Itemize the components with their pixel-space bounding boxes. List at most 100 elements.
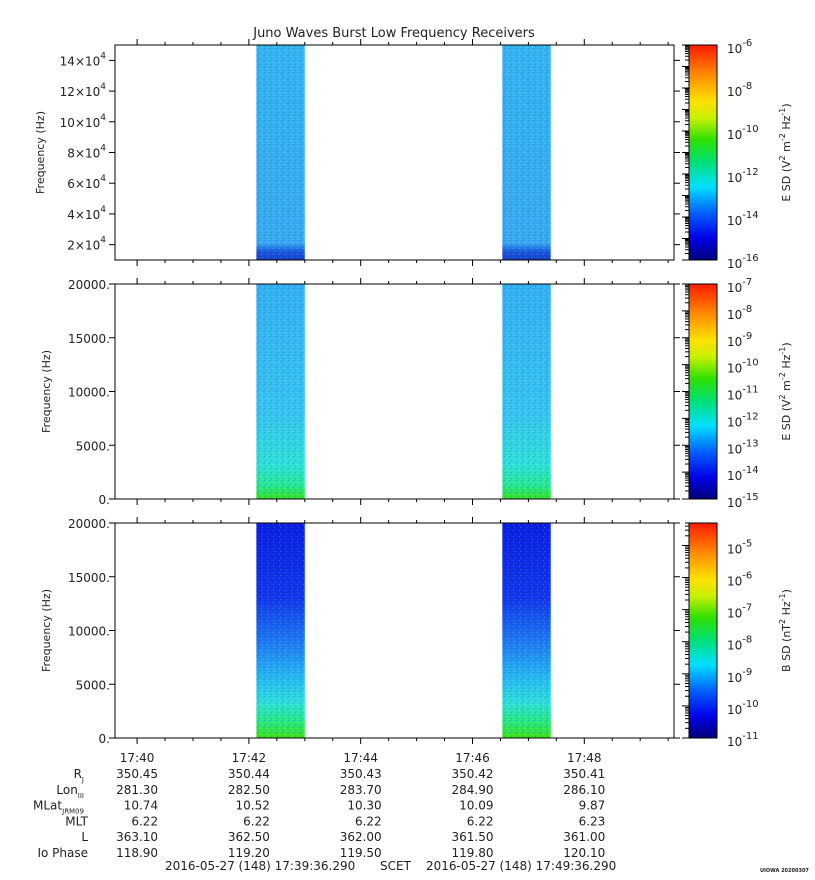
colorbar-tick-label: 10-10: [727, 699, 759, 717]
burst-texture-1-1: [256, 45, 305, 260]
ephemeris-value: 119.20: [228, 846, 270, 860]
y-tick-label: 2×104: [67, 236, 106, 253]
ephemeris-label: L: [81, 830, 88, 844]
colorbar-2: [688, 283, 718, 500]
y-tick-label: 5000.: [76, 439, 110, 453]
x-tick-label: 17:40: [120, 751, 155, 765]
colorbar-tick-label: 10-7: [727, 603, 752, 621]
ephemeris-value: 350.45: [116, 767, 158, 781]
burst-texture-3-1: [256, 523, 305, 738]
colorbar-tick-label: 10-11: [727, 385, 759, 403]
ephemeris-value: 282.50: [228, 783, 270, 797]
colorbar-tick-label: 10-15: [727, 492, 759, 510]
y-tick-label: 0.: [99, 493, 110, 507]
ephemeris-value: 6.22: [243, 814, 270, 828]
ephemeris-value: 361.00: [563, 830, 605, 844]
panel-frame-1: [114, 44, 675, 261]
x-tick-label: 17:48: [567, 751, 602, 765]
chart-title: Juno Waves Burst Low Frequency Receivers: [252, 26, 535, 41]
colorbar-tick-label: 10-7: [727, 277, 752, 295]
footer-end-time: 2016-05-27 (148) 17:49:36.290: [426, 859, 616, 873]
ephemeris-value: 350.41: [563, 767, 605, 781]
y-tick-label: 12×104: [60, 82, 107, 99]
colorbar-label: E SD (V2 m-2 Hz-1): [778, 342, 793, 440]
colorbar-tick-label: 10-16: [727, 253, 759, 271]
ephemeris-value: 6.23: [579, 814, 606, 828]
y-tick-label: 4×104: [67, 205, 106, 222]
y-tick-label: 10×104: [60, 113, 107, 130]
colorbar-1: [688, 44, 718, 261]
ephemeris-label: MLatJRM09: [33, 799, 84, 816]
colorbar-tick-label: 10-11: [727, 731, 759, 749]
y-axis-label: Frequency (Hz): [34, 111, 47, 194]
ephemeris-value: 350.42: [451, 767, 493, 781]
ephemeris-value: 119.80: [451, 846, 493, 860]
y-tick-label: 20000.: [68, 517, 110, 531]
colorbar-label: B SD (nT2 Hz-1): [778, 589, 793, 672]
ephemeris-label: MLT: [65, 814, 88, 828]
y-tick-label: 0.: [99, 732, 110, 746]
ephemeris-label: RJ: [74, 767, 84, 784]
panel-frame-2: [114, 283, 675, 500]
ephemeris-value: 6.22: [355, 814, 382, 828]
ephemeris-value: 9.87: [579, 799, 606, 813]
ephemeris-label: Io Phase: [37, 846, 88, 860]
colorbar-tick-label: 10-13: [727, 438, 759, 456]
y-tick-label: 10000.: [68, 625, 110, 639]
colorbar-tick-label: 10-10: [727, 124, 759, 142]
ephemeris-value: 119.50: [340, 846, 382, 860]
burst-texture-2-1: [256, 284, 305, 499]
colorbar-tick-label: 10-12: [727, 167, 759, 185]
footer-scet-label: SCET: [380, 859, 412, 873]
ephemeris-value: 10.30: [347, 799, 381, 813]
ephemeris-value: 363.10: [116, 830, 158, 844]
ephemeris-value: 118.90: [116, 846, 158, 860]
y-tick-label: 10000.: [68, 386, 110, 400]
colorbar-tick-label: 10-5: [727, 538, 752, 556]
spectrogram-panel-2: 0. 5000. 10000. 15000. 20000. Frequency (Hz) 1…: [40, 277, 793, 510]
colorbar-tick-label: 10-6: [727, 38, 752, 56]
y-axis-label: Frequency (Hz): [40, 589, 53, 672]
ephemeris-value: 350.43: [340, 767, 382, 781]
colorbar-tick-label: 10-6: [727, 571, 752, 589]
burst-texture-3-2: [502, 523, 551, 738]
panel-frame-3: [114, 522, 675, 739]
colorbar-label: E SD (V2 m-2 Hz-1): [778, 103, 793, 201]
footer-stamp: UIOWA 20200307: [760, 868, 809, 874]
ephemeris-value: 361.50: [451, 830, 493, 844]
ephemeris-value: 283.70: [340, 783, 382, 797]
colorbar-tick-label: 10-14: [727, 465, 759, 483]
ephemeris-value: 120.10: [563, 846, 605, 860]
colorbar-tick-label: 10-9: [727, 667, 752, 685]
x-tick-label: 17:46: [455, 751, 490, 765]
ephemeris-value: 350.44: [228, 767, 270, 781]
colorbar-tick-label: 10-14: [727, 210, 759, 228]
ephemeris-value: 6.22: [131, 814, 158, 828]
y-tick-label: 15000.: [68, 571, 110, 585]
spectrogram-panel-3: 0. 5000. 10000. 15000. 20000. Frequency (Hz) 1…: [40, 517, 793, 749]
ephemeris-value: 281.30: [116, 783, 158, 797]
burst-texture-1-2: [502, 45, 551, 260]
y-tick-label: 6×104: [67, 174, 106, 191]
ephemeris-value: 362.50: [228, 830, 270, 844]
ephemeris-value: 362.00: [340, 830, 382, 844]
y-tick-label: 15000.: [68, 332, 110, 346]
ephemeris-value: 10.09: [459, 799, 493, 813]
x-tick-label: 17:42: [232, 751, 267, 765]
footer-start-time: 2016-05-27 (148) 17:39:36.290: [165, 859, 355, 873]
ephemeris-value: 10.52: [236, 799, 270, 813]
ephemeris-value: 284.90: [451, 783, 493, 797]
y-tick-label: 5000.: [76, 678, 110, 692]
burst-texture-2-2: [502, 284, 551, 499]
x-tick-label: 17:44: [343, 751, 378, 765]
colorbar-3: [688, 522, 718, 739]
colorbar-tick-label: 10-8: [727, 304, 752, 322]
ephemeris-label: LonIII: [56, 783, 84, 800]
colorbar-tick-label: 10-9: [727, 331, 752, 349]
colorbar-tick-label: 10-8: [727, 81, 752, 99]
y-axis-label: Frequency (Hz): [40, 350, 53, 433]
y-tick-label: 20000.: [68, 278, 110, 292]
colorbar-tick-label: 10-8: [727, 635, 752, 653]
ephemeris-value: 6.22: [467, 814, 494, 828]
